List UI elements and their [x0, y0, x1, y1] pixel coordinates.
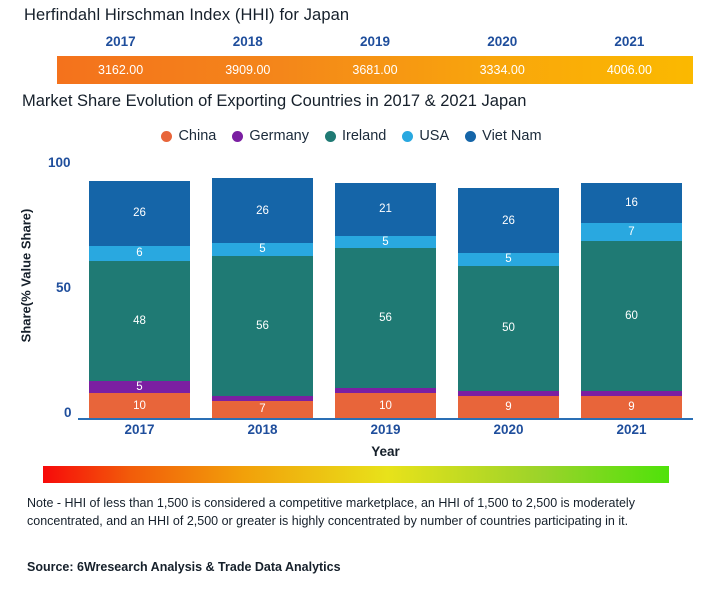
- stacked-bar[interactable]: 21 5 56 10: [335, 168, 436, 418]
- legend-label: Viet Nam: [482, 128, 542, 144]
- source-line: Source: 6Wresearch Analysis & Trade Data…: [27, 560, 341, 574]
- legend-swatch-icon: [161, 130, 173, 142]
- bar-segment[interactable]: [335, 388, 436, 393]
- hhi-value: 3909.00: [225, 63, 271, 77]
- bar-segment[interactable]: 5: [335, 235, 436, 248]
- bar-segment[interactable]: 26: [212, 178, 313, 243]
- bar-slot: 26 6 48 5 10: [78, 168, 201, 418]
- bar-segment[interactable]: 5: [212, 243, 313, 256]
- chart-title: Market Share Evolution of Exporting Coun…: [22, 92, 527, 110]
- bar-segment[interactable]: 56: [335, 248, 436, 388]
- legend-label: USA: [419, 128, 450, 144]
- bar-segment[interactable]: 50: [458, 265, 559, 391]
- bar-segment[interactable]: 10: [89, 393, 190, 418]
- legend-label: Ireland: [341, 128, 387, 144]
- legend-item[interactable]: China: [161, 128, 216, 144]
- y-axis-tick: 0: [64, 405, 72, 420]
- x-axis-label: Year: [371, 444, 400, 459]
- legend-swatch-icon: [465, 130, 477, 142]
- bar-segment[interactable]: 6: [89, 245, 190, 261]
- bar-segment[interactable]: 26: [89, 180, 190, 246]
- bar-slot: 16 7 60 9: [570, 168, 693, 418]
- bar-segment[interactable]: 48: [89, 260, 190, 381]
- bar-segment[interactable]: 56: [212, 255, 313, 396]
- hhi-year-row: 2017 2018 2019 2020 2021: [57, 34, 693, 49]
- bar-segment[interactable]: 5: [458, 253, 559, 266]
- y-axis-tick: 100: [48, 155, 71, 170]
- hhi-gradient-scale: [43, 466, 669, 483]
- legend-item[interactable]: Ireland: [324, 128, 387, 144]
- bar-segment[interactable]: 60: [581, 240, 682, 391]
- bar-segment[interactable]: [581, 390, 682, 396]
- bar-segment[interactable]: 7: [212, 400, 313, 418]
- hhi-value-bar: 3162.00 3909.00 3681.00 3334.00 4006.00: [57, 56, 693, 84]
- bar-segment[interactable]: 9: [581, 395, 682, 418]
- y-axis-tick: 50: [56, 280, 72, 295]
- hhi-year: 2021: [614, 34, 645, 49]
- bar-segment[interactable]: [458, 390, 559, 396]
- chart-plot-area: Share(% Value Share) 100 50 0 26 6 48 5 10 26…: [0, 150, 703, 459]
- stacked-bars: 26 6 48 5 10 26 5 56 7 21 5 56 10 26 5 50 9 16 7 60 9: [78, 168, 693, 418]
- bar-slot: 26 5 56 7: [201, 168, 324, 418]
- chart-legend: China Germany Ireland USA Viet Nam: [0, 128, 703, 144]
- hhi-year: 2020: [487, 34, 518, 49]
- bar-segment[interactable]: 26: [458, 188, 559, 253]
- x-axis-tick: 2018: [247, 422, 278, 437]
- bar-segment[interactable]: 7: [581, 223, 682, 241]
- hhi-value: 3162.00: [98, 63, 144, 77]
- bar-segment[interactable]: 5: [89, 380, 190, 393]
- bar-slot: 21 5 56 10: [324, 168, 447, 418]
- x-axis-line: [78, 418, 693, 420]
- legend-item[interactable]: Viet Nam: [465, 128, 542, 144]
- bar-segment[interactable]: 9: [458, 395, 559, 418]
- legend-item[interactable]: Germany: [232, 128, 309, 144]
- hhi-year: 2019: [359, 34, 391, 49]
- x-axis-ticks: 2017 2018 2019 2020 2021: [78, 422, 693, 437]
- bar-segment[interactable]: [212, 395, 313, 401]
- legend-swatch-icon: [232, 130, 244, 142]
- y-axis-label: Share(% Value Share): [18, 208, 34, 343]
- bar-segment[interactable]: 16: [581, 183, 682, 223]
- hhi-year: 2018: [232, 34, 263, 49]
- hhi-title: Herfindahl Hirschman Index (HHI) for Jap…: [24, 6, 350, 24]
- x-axis-tick: 2017: [124, 422, 155, 437]
- stacked-bar[interactable]: 16 7 60 9: [581, 168, 682, 418]
- x-axis-tick: 2019: [370, 422, 401, 437]
- hhi-value: 4006.00: [606, 63, 652, 77]
- legend-swatch-icon: [324, 130, 336, 142]
- hhi-year: 2017: [105, 34, 136, 49]
- legend-label: China: [178, 128, 217, 144]
- legend-label: Germany: [249, 128, 309, 144]
- stacked-bar[interactable]: 26 5 56 7: [212, 168, 313, 418]
- hhi-value: 3681.00: [352, 63, 398, 77]
- legend-item[interactable]: USA: [402, 128, 449, 144]
- bar-slot: 26 5 50 9: [447, 168, 570, 418]
- bar-segment[interactable]: 10: [335, 393, 436, 418]
- stacked-bar[interactable]: 26 5 50 9: [458, 168, 559, 418]
- x-axis-tick: 2021: [616, 422, 647, 437]
- x-axis-tick: 2020: [493, 422, 524, 437]
- stacked-bar[interactable]: 26 6 48 5 10: [89, 168, 190, 418]
- hhi-value: 3334.00: [479, 63, 525, 77]
- legend-swatch-icon: [402, 130, 414, 142]
- bar-segment[interactable]: 21: [335, 183, 436, 236]
- footnote: Note - HHI of less than 1,500 is conside…: [27, 496, 635, 528]
